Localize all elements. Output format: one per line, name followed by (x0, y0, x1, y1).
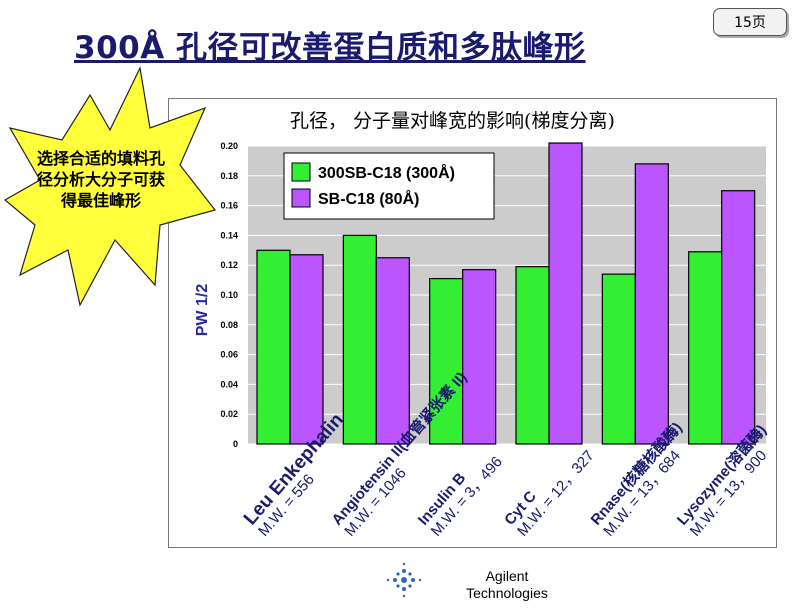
bar-series1 (688, 251, 723, 445)
page-number-badge: 15页 (713, 8, 787, 36)
page-title: 300Å 孔径可改善蛋白质和多肽峰形 (74, 30, 586, 66)
legend-swatch (291, 188, 311, 208)
legend-label: 300SB-C18 (300Å) (318, 163, 455, 182)
agilent-logo-icon (386, 562, 422, 598)
y-tick-label: 0.08 (220, 320, 238, 330)
bar-series1 (256, 249, 291, 445)
y-tick-label: 0.20 (220, 141, 238, 151)
company-name-line1: Agilent (485, 568, 529, 584)
bar-series1 (601, 273, 636, 445)
x-category-label: Cyt CM.W. = 12，327 (501, 436, 597, 540)
bar-series2 (289, 254, 324, 445)
legend-box (283, 152, 495, 220)
y-tick-label: 0.14 (220, 230, 238, 240)
y-tick-label: 0.16 (220, 201, 238, 211)
legend-label: SB-C18 (80Å) (318, 189, 419, 208)
y-tick-label: 0.18 (220, 171, 238, 181)
x-category-label: Insulin BM.W. = 3，496 (415, 442, 506, 539)
bar-series2 (721, 190, 756, 445)
y-tick-label: 0 (233, 439, 238, 449)
y-tick-label: 0.12 (220, 260, 238, 270)
chart-title: 孔径， 分子量对峰宽的影响(梯度分离) (290, 110, 615, 132)
y-tick-label: 0.04 (220, 379, 238, 389)
bar-series1 (429, 278, 464, 445)
bar-series2 (462, 269, 497, 445)
legend-swatch (291, 162, 311, 182)
bar-series1 (515, 266, 550, 445)
y-axis-label: PW 1/2 (194, 284, 211, 337)
y-tick-label: 0.10 (220, 290, 238, 300)
callout-text: 选择合适的填料孔径分析大分子可获得最佳峰形 (36, 149, 165, 210)
company-name: Agilent Technologies (452, 568, 562, 602)
bar-series2 (548, 142, 583, 445)
company-name-line2: Technologies (466, 585, 548, 601)
bar-series1 (342, 234, 377, 445)
bar-series2 (634, 163, 669, 445)
y-tick-label: 0.06 (220, 350, 238, 360)
starburst-callout-shape (3, 66, 217, 307)
y-tick-label: 0.02 (220, 409, 238, 419)
bar-series2 (375, 257, 410, 445)
